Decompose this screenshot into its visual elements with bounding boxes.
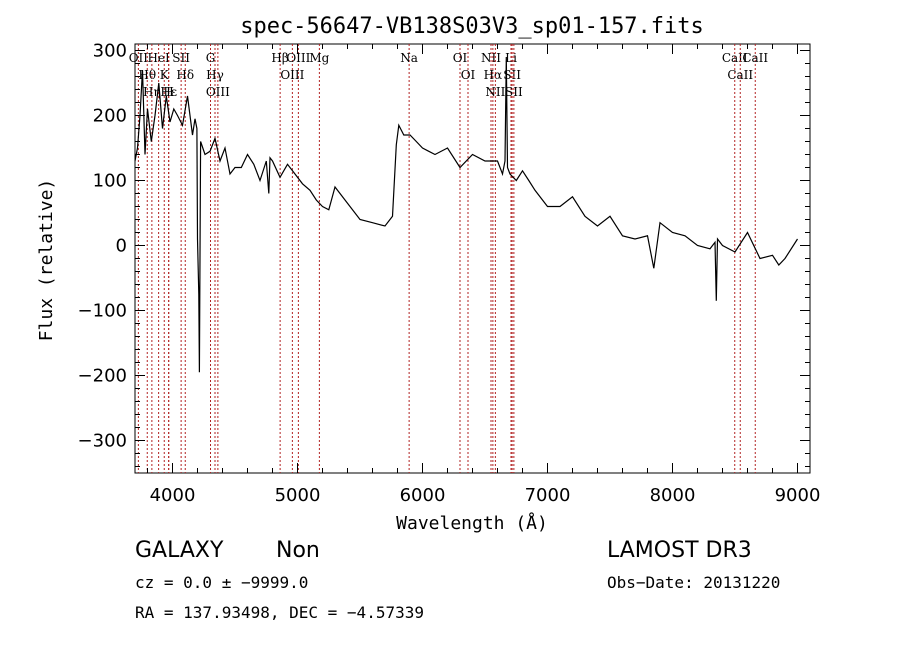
line-label: HeI [147, 51, 170, 65]
survey-name: LAMOST DR3 [607, 538, 752, 563]
chart-title: spec-56647-VB138S03V3_sp01-157.fits [240, 14, 704, 39]
line-label: Hγ [206, 68, 224, 82]
redshift-cz: cz = 0.0 ± −9999.0 [135, 573, 309, 592]
line-label: Li [505, 51, 517, 65]
x-tick-label: 6000 [400, 485, 446, 506]
line-label: SII [172, 51, 190, 65]
line-label: OIII [286, 51, 310, 65]
plot-frame [134, 43, 811, 474]
line-label: SII [505, 85, 523, 99]
line-label: OI [453, 51, 468, 65]
line-label: Hη [143, 85, 161, 99]
x-tick-label: 7000 [525, 485, 571, 506]
line-label: Hθ [138, 68, 156, 82]
line-label: K [160, 68, 170, 82]
line-label: Na [400, 51, 418, 65]
x-axis-label: Wavelength (Å) [396, 512, 548, 534]
line-label: NII [481, 51, 501, 65]
line-label: CaII [722, 51, 748, 65]
y-tick-label: 100 [93, 171, 127, 192]
y-tick-label: −100 [78, 301, 127, 322]
line-label: Hε [160, 85, 177, 99]
y-tick-label: 0 [116, 236, 127, 257]
obs-date: Obs−Date: 20131220 [607, 573, 781, 592]
line-label: OII [129, 51, 149, 65]
line-label: OIII [280, 68, 304, 82]
y-tick-label: −300 [78, 431, 127, 452]
line-label: CaII [742, 51, 768, 65]
spectrum-line [134, 56, 799, 373]
x-tick-label: 5000 [275, 485, 321, 506]
line-label: Hα [484, 68, 503, 82]
x-tick-label: 4000 [150, 485, 196, 506]
line-label: Hδ [176, 68, 194, 82]
series-group [134, 56, 799, 373]
y-tick-label: 200 [93, 106, 127, 127]
line-label: OIII [206, 85, 230, 99]
x-tick-label: 9000 [775, 485, 821, 506]
coordinates: RA = 137.93498, DEC = −4.57339 [135, 603, 424, 622]
y-axis-label: Flux (relative) [36, 179, 57, 342]
line-label: Mg [309, 51, 329, 65]
line-label: Hβ [271, 51, 288, 65]
axis-ticks: 4000 5000 6000 7000 8000 9000 −300 −200 −100 0 100… [78, 41, 821, 507]
y-tick-label: 300 [93, 41, 127, 62]
line-label: OI [461, 68, 476, 82]
line-label: G [206, 51, 216, 65]
x-tick-label: 8000 [650, 485, 696, 506]
object-subclass: Non [276, 538, 320, 563]
line-label: CaII [727, 68, 753, 82]
line-label: NII [485, 85, 505, 99]
object-type: GALAXY [135, 538, 224, 563]
line-label: SII [503, 68, 521, 82]
y-tick-label: −200 [78, 366, 127, 387]
